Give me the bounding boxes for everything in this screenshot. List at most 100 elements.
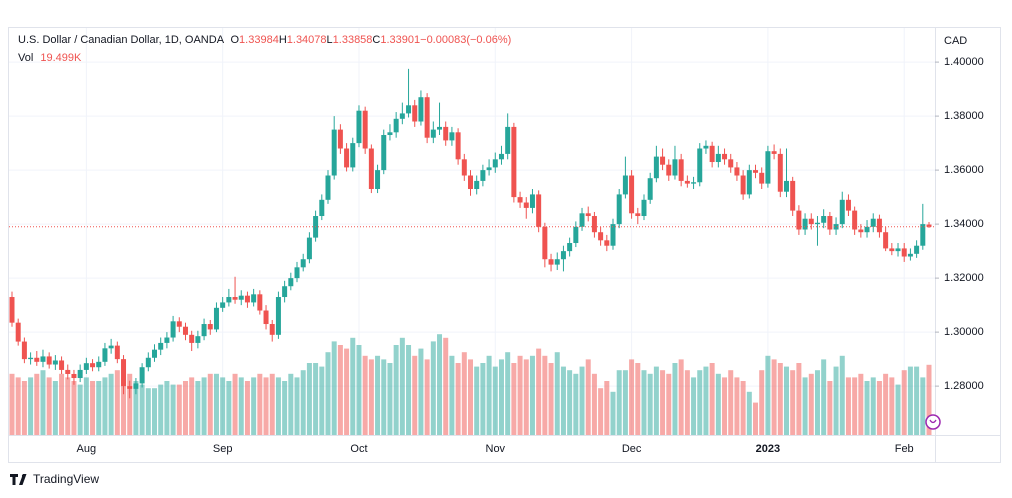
volume-bar <box>728 370 734 435</box>
volume-bar <box>46 377 52 435</box>
volume-bar <box>28 377 34 435</box>
volume-bar <box>548 363 554 435</box>
x-tick-label: Aug <box>77 443 97 455</box>
candle-body <box>83 363 89 370</box>
candle-body <box>604 240 610 246</box>
candle-body <box>121 359 127 387</box>
volume-bar <box>554 352 560 435</box>
candle-body <box>709 145 715 163</box>
candle-layer <box>9 68 935 399</box>
candle-body <box>920 224 926 246</box>
ohlc-letter: L <box>326 34 333 46</box>
candle-body <box>170 321 176 338</box>
volume-bar <box>108 373 114 435</box>
volume-bar <box>83 377 89 435</box>
volume-bar <box>814 370 820 435</box>
volume-bar <box>40 370 46 435</box>
volume-bar <box>567 370 573 435</box>
volume-bar <box>114 370 120 435</box>
ohlc-value: 1.33901 <box>380 34 421 46</box>
candle-body <box>133 383 139 389</box>
candle-body <box>814 222 820 225</box>
candle-body <box>889 248 895 252</box>
candle-body <box>734 167 740 176</box>
candle-body <box>108 345 114 349</box>
volume-bar <box>480 363 486 435</box>
candle-body <box>331 129 337 176</box>
candle-body <box>399 113 405 119</box>
volume-bar <box>864 381 870 435</box>
candle-body <box>641 199 647 217</box>
candle-body <box>46 356 52 365</box>
volume-bar <box>288 373 294 435</box>
candle-body <box>244 295 250 303</box>
candle-body <box>579 213 585 227</box>
volume-bar <box>21 381 27 435</box>
volume-bar <box>765 355 771 435</box>
candle-body <box>870 218 876 227</box>
volume-bar <box>418 348 424 435</box>
candle-body <box>498 153 504 160</box>
volume-bar <box>170 384 176 435</box>
candle-body <box>102 348 108 362</box>
volume-bar <box>468 359 473 435</box>
volume-bar <box>232 373 238 435</box>
volume-bar <box>753 402 759 435</box>
volume-bar <box>251 377 257 435</box>
volume-bar <box>207 373 213 435</box>
volume-bar <box>895 384 901 435</box>
x-tick-label: 2023 <box>756 443 780 455</box>
volume-bar <box>263 377 269 435</box>
candle-body <box>517 197 523 203</box>
candle-body <box>505 126 511 154</box>
y-tick-label: 1.28000 <box>944 380 984 392</box>
footer-text: TradingView <box>33 472 99 486</box>
volume-bar <box>771 359 777 435</box>
candle-body <box>337 129 343 149</box>
volume-bar <box>629 359 635 435</box>
candle-body <box>15 322 21 342</box>
y-axis-label: CAD <box>944 35 967 47</box>
volume-bar <box>412 355 418 435</box>
candle-body <box>9 297 15 323</box>
candle-body <box>201 324 207 337</box>
candle-body <box>139 367 145 384</box>
candle-body <box>536 194 542 227</box>
volume-bar <box>759 370 765 435</box>
candle-body <box>678 159 684 181</box>
y-tick-label: 1.32000 <box>944 272 984 284</box>
ohlc-letter: C <box>372 34 381 46</box>
candle-body <box>275 297 281 335</box>
volume-bar <box>647 373 653 435</box>
candle-body <box>294 267 300 279</box>
volume-bar <box>15 377 21 435</box>
volume-name: Vol <box>18 52 34 64</box>
volume-bar <box>220 377 226 435</box>
candle-body <box>833 224 839 230</box>
volume-bar <box>319 366 325 435</box>
candle-body <box>468 175 473 190</box>
candle-body <box>52 360 58 365</box>
volume-bar <box>331 341 337 435</box>
volume-bar <box>660 370 666 435</box>
volume-bar <box>536 348 542 435</box>
volume-bar <box>350 337 356 435</box>
volume-bar <box>808 373 814 435</box>
candle-body <box>480 170 486 181</box>
volume-bar <box>876 381 882 435</box>
volume-bar <box>71 381 77 435</box>
volume-bar <box>604 381 610 435</box>
volume-bar <box>325 352 331 435</box>
volume-bar <box>77 384 83 435</box>
volume-bar <box>226 381 232 435</box>
candle-body <box>827 216 833 230</box>
volume-bar <box>356 345 362 435</box>
candle-body <box>356 110 362 144</box>
candle-body <box>740 175 746 195</box>
volume-bar <box>672 363 678 435</box>
volume-bar <box>529 355 535 435</box>
candle-body <box>598 232 604 241</box>
volume-bar <box>845 377 851 435</box>
y-tick-label: 1.38000 <box>944 110 984 122</box>
